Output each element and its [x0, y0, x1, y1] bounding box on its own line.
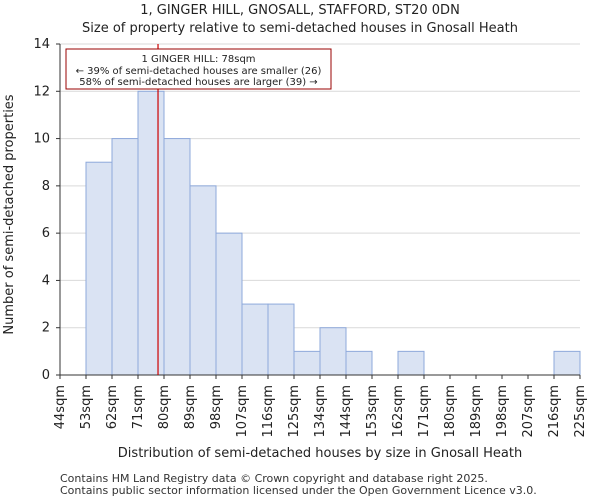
x-tick-label: 144sqm — [339, 385, 354, 438]
footer-licence: Contains public sector information licen… — [60, 484, 537, 497]
x-tick-label: 62sqm — [105, 385, 120, 429]
x-tick-label: 225sqm — [573, 385, 588, 438]
x-tick-label: 171sqm — [417, 385, 432, 438]
annotation-box — [65, 48, 332, 90]
bar — [215, 232, 243, 376]
bar — [163, 138, 191, 376]
y-tick-label: 4 — [42, 273, 50, 288]
x-tick-label: 116sqm — [261, 385, 276, 438]
x-axis-label: Distribution of semi-detached houses by … — [118, 446, 522, 461]
annotation-smaller: ← 39% of semi-detached houses are smalle… — [76, 66, 322, 77]
bar — [189, 185, 217, 376]
bar — [85, 161, 113, 376]
chart-subtitle: Size of property relative to semi-detach… — [82, 21, 518, 36]
x-tick-label: 107sqm — [235, 385, 250, 438]
y-tick-label: 0 — [42, 368, 50, 383]
x-tick-label: 80sqm — [157, 385, 172, 429]
bar-chart: 0 2 4 6 8 10 12 14 44sqm 53sqm 62sqm 71sqm 80sqm 89sq… — [2, 37, 588, 461]
chart-title: 1, GINGER HILL, GNOSALL, STAFFORD, ST20 … — [140, 3, 460, 18]
bar — [553, 350, 581, 376]
x-tick-label: 153sqm — [365, 385, 380, 438]
bar — [293, 350, 321, 376]
x-tick-label: 125sqm — [287, 385, 302, 438]
bar — [267, 303, 295, 376]
bar — [111, 138, 139, 376]
x-tick-label: 189sqm — [469, 385, 484, 438]
x-tick-label: 198sqm — [495, 385, 510, 438]
bar — [397, 350, 425, 376]
y-tick-label: 2 — [42, 321, 50, 336]
x-tick-label: 162sqm — [391, 385, 406, 438]
x-tick-label: 89sqm — [183, 385, 198, 429]
bar — [319, 327, 347, 376]
y-axis-label: Number of semi-detached properties — [2, 94, 17, 334]
x-tick-label: 71sqm — [131, 385, 146, 429]
y-tick-label: 6 — [42, 226, 50, 241]
x-tick-label: 98sqm — [209, 385, 224, 429]
y-tick-label: 8 — [42, 179, 50, 194]
x-tick-label: 53sqm — [79, 385, 94, 429]
bar — [241, 303, 269, 376]
y-tick-label: 12 — [33, 84, 50, 99]
y-tick-label: 10 — [33, 132, 50, 147]
x-tick-label: 44sqm — [53, 385, 68, 429]
x-tick-label: 207sqm — [521, 385, 536, 438]
annotation-title: 1 GINGER HILL: 78sqm — [141, 54, 255, 65]
y-tick-label: 14 — [33, 37, 50, 52]
footer-copyright: Contains HM Land Registry data © Crown c… — [60, 472, 488, 485]
x-tick-label: 180sqm — [443, 385, 458, 438]
x-tick-label: 216sqm — [547, 385, 562, 438]
bar — [137, 90, 165, 376]
annotation-larger: 58% of semi-detached houses are larger (… — [79, 77, 317, 88]
bar — [345, 350, 373, 376]
x-tick-label: 134sqm — [313, 385, 328, 438]
